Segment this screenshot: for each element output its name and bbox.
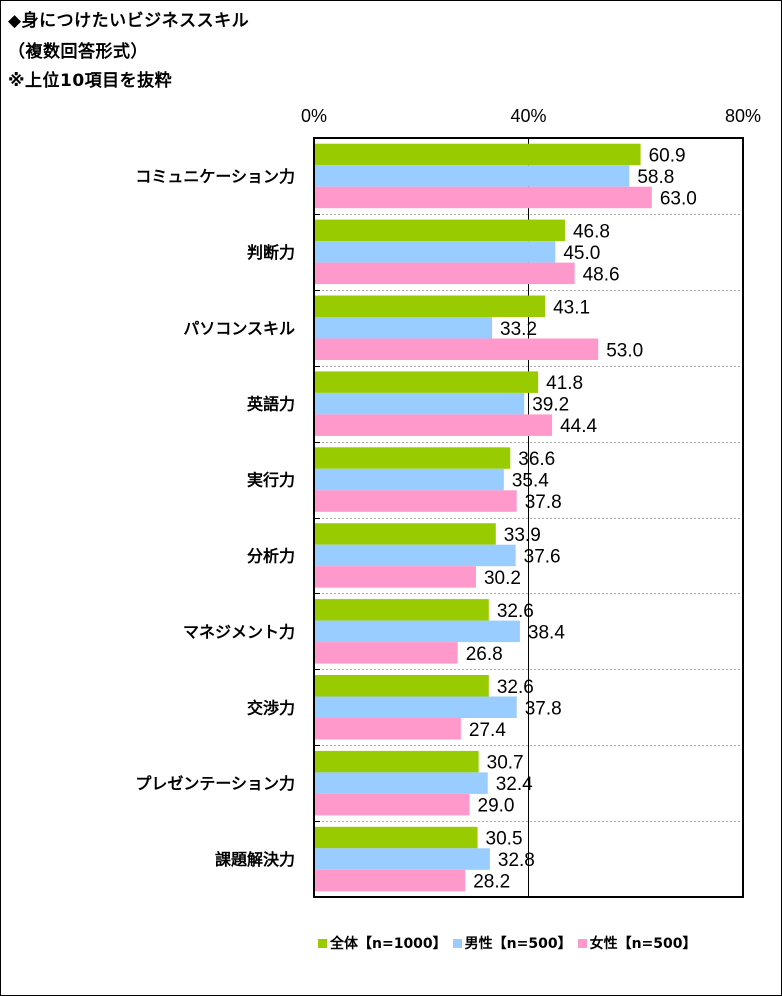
bar (314, 642, 458, 664)
data-label: 41.8 (546, 373, 583, 394)
bar (314, 338, 599, 360)
bar (314, 793, 470, 816)
chart-subtitle: （複数回答形式） (8, 42, 148, 62)
category-label: プレゼンテーション力 (135, 774, 295, 793)
data-label: 28.2 (473, 872, 510, 893)
data-label: 46.8 (573, 221, 610, 242)
data-label: 32.6 (497, 677, 534, 698)
bar (314, 371, 539, 393)
data-label: 33.2 (500, 319, 537, 340)
legend-swatch-total (318, 938, 327, 948)
data-label: 37.8 (525, 698, 562, 719)
data-label: 48.6 (583, 264, 620, 285)
legend-item-female: 女性【n=500】 (577, 933, 697, 953)
data-label: 38.4 (528, 622, 565, 643)
x-tick-label: 0% (301, 106, 327, 126)
category-label: 実行力 (247, 471, 295, 490)
data-label: 63.0 (660, 188, 697, 209)
data-label: 45.0 (563, 243, 600, 264)
data-label: 32.4 (496, 774, 533, 795)
bar (314, 772, 488, 794)
category-label: パソコンスキル (183, 319, 295, 338)
category-label: 分析力 (247, 546, 295, 565)
data-label: 29.0 (478, 796, 515, 817)
data-label: 58.8 (637, 167, 674, 188)
data-label: 53.0 (606, 340, 643, 361)
data-label: 33.9 (504, 525, 541, 546)
legend-label-total: 全体【n=1000】 (330, 936, 447, 952)
bar (314, 186, 652, 209)
legend-swatch-female (577, 938, 587, 948)
bar (314, 241, 556, 263)
bar (314, 599, 489, 621)
category-label: 判断力 (247, 243, 295, 262)
category-label: コミュニケーション力 (135, 167, 295, 186)
legend-swatch-male (452, 938, 462, 948)
bar (314, 718, 461, 740)
bar (314, 392, 525, 415)
data-label: 44.4 (560, 416, 597, 437)
legend: 全体【n=1000】 男性【n=500】 女性【n=500】 (318, 933, 703, 953)
bar (314, 317, 493, 339)
legend-label-male: 男性【n=500】 (464, 936, 572, 952)
bar (314, 696, 517, 718)
data-label: 30.7 (487, 753, 524, 774)
bar (314, 848, 490, 870)
data-label: 30.5 (486, 829, 523, 850)
bar (314, 566, 476, 588)
data-label: 27.4 (469, 720, 506, 741)
category-label: 英語力 (246, 395, 295, 414)
bar (314, 262, 575, 285)
data-label: 60.9 (649, 145, 686, 166)
data-label: 39.2 (532, 395, 569, 416)
data-label: 37.8 (525, 492, 562, 513)
category-label: 課題解決力 (215, 850, 295, 869)
data-label: 32.8 (498, 850, 535, 871)
x-tick-label: 40% (510, 106, 546, 126)
bar (314, 295, 546, 317)
legend-item-male: 男性【n=500】 (452, 933, 572, 953)
data-label: 35.4 (512, 471, 549, 492)
data-label: 37.6 (524, 546, 561, 567)
bar (314, 523, 496, 545)
plot-border (313, 137, 744, 898)
bar (314, 165, 630, 187)
chart-title: ◆身につけたいビジネススキル (8, 11, 250, 31)
bar (314, 468, 504, 491)
bar (314, 143, 641, 166)
bar (314, 219, 565, 242)
chart-note: ※上位10項目を抜粋 (8, 71, 173, 91)
x-tick-label: 80% (725, 106, 761, 126)
bar (314, 826, 478, 849)
data-label: 30.2 (484, 568, 521, 589)
bar (314, 414, 553, 436)
bar (314, 544, 516, 567)
data-label: 43.1 (553, 297, 590, 318)
data-label: 36.6 (518, 449, 555, 470)
bar (314, 869, 466, 892)
bar (314, 490, 517, 512)
bar (314, 620, 520, 643)
bar (314, 750, 479, 773)
data-label: 26.8 (466, 644, 503, 665)
bar (314, 675, 489, 697)
data-label: 32.6 (497, 601, 534, 622)
legend-label-female: 女性【n=500】 (589, 936, 697, 952)
category-label: 交渉力 (247, 698, 295, 717)
legend-item-total: 全体【n=1000】 (318, 933, 447, 953)
bar (314, 447, 511, 469)
category-label: マネジメント力 (183, 622, 295, 641)
